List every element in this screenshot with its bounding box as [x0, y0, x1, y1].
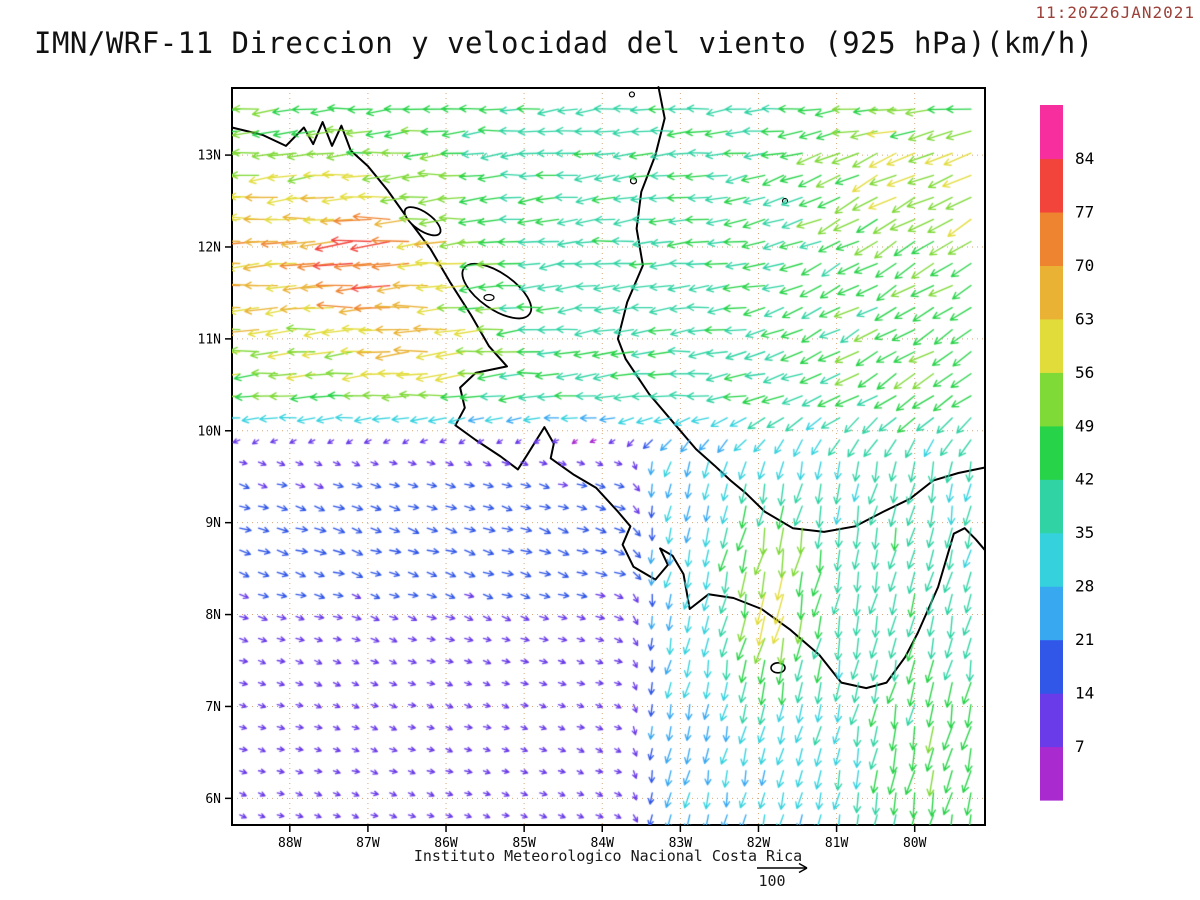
colorbar-segment — [1040, 372, 1063, 427]
lat-tick-label: 7N — [205, 700, 221, 715]
lon-axis — [289, 825, 916, 832]
lon-axis-labels: 88W 87W 86W 85W 84W 83W 82W 81W 80W — [278, 836, 927, 851]
lat-tick-label: 6N — [205, 792, 221, 807]
lat-axis-labels: 13N 12N 11N 10N 9N 8N 7N 6N — [198, 149, 221, 807]
colorbar-tick-label: 56 — [1075, 363, 1094, 382]
colorbar-segment — [1040, 265, 1063, 320]
colorbar-segment — [1040, 318, 1063, 373]
colorbar-tick-label: 42 — [1075, 470, 1094, 489]
colorbar-segment — [1040, 532, 1063, 587]
lon-tick-label: 84W — [591, 836, 615, 851]
lon-tick-label: 82W — [747, 836, 771, 851]
reference-arrow-label: 100 — [758, 872, 786, 890]
colorbar-tick-label: 7 — [1075, 737, 1085, 756]
colorbar-tick-label: 84 — [1075, 149, 1094, 168]
lat-tick-label: 9N — [205, 516, 221, 531]
colorbar-segment — [1040, 586, 1063, 641]
run-timestamp: 11:20Z26JAN2021 — [1035, 3, 1195, 22]
lat-tick-label: 13N — [198, 149, 221, 164]
colorbar-tick-label: 49 — [1075, 416, 1094, 435]
colorbar-segment — [1040, 693, 1063, 748]
reference-arrow — [757, 862, 808, 874]
colorbar — [1040, 105, 1063, 801]
lat-tick-label: 10N — [198, 424, 221, 439]
lat-axis — [225, 154, 232, 800]
colorbar-segment — [1040, 158, 1063, 213]
colorbar-tick-label: 21 — [1075, 630, 1094, 649]
lon-tick-label: 80W — [903, 836, 927, 851]
colorbar-segment — [1040, 211, 1063, 266]
lat-tick-label: 8N — [205, 608, 221, 623]
colorbar-tick-label: 63 — [1075, 309, 1094, 328]
lat-tick-label: 12N — [198, 240, 221, 255]
colorbar-tick-label: 70 — [1075, 256, 1094, 275]
colorbar-tick-label: 35 — [1075, 523, 1094, 542]
colorbar-labels: 7 14 21 28 35 42 49 56 63 70 77 84 — [1075, 149, 1094, 756]
colorbar-segment — [1040, 639, 1063, 694]
lon-tick-label: 86W — [434, 836, 458, 851]
colorbar-segment — [1040, 105, 1063, 160]
colorbar-tick-label: 77 — [1075, 202, 1094, 221]
colorbar-segment — [1040, 746, 1063, 801]
colorbar-segment — [1040, 425, 1063, 480]
lon-tick-label: 88W — [278, 836, 302, 851]
colorbar-segment — [1040, 479, 1063, 534]
colorbar-tick-label: 14 — [1075, 684, 1094, 703]
colorbar-tick-label: 28 — [1075, 577, 1094, 596]
lat-tick-label: 11N — [198, 332, 221, 347]
lon-tick-label: 81W — [825, 836, 849, 851]
wind-vector-layer — [232, 88, 985, 825]
lon-tick-label: 87W — [356, 836, 380, 851]
chart-title: IMN/WRF-11 Direccion y velocidad del vie… — [34, 26, 1094, 60]
lon-tick-label: 83W — [669, 836, 693, 851]
lon-tick-label: 85W — [512, 836, 536, 851]
footer-caption: Instituto Meteorologico Nacional Costa R… — [413, 847, 803, 865]
